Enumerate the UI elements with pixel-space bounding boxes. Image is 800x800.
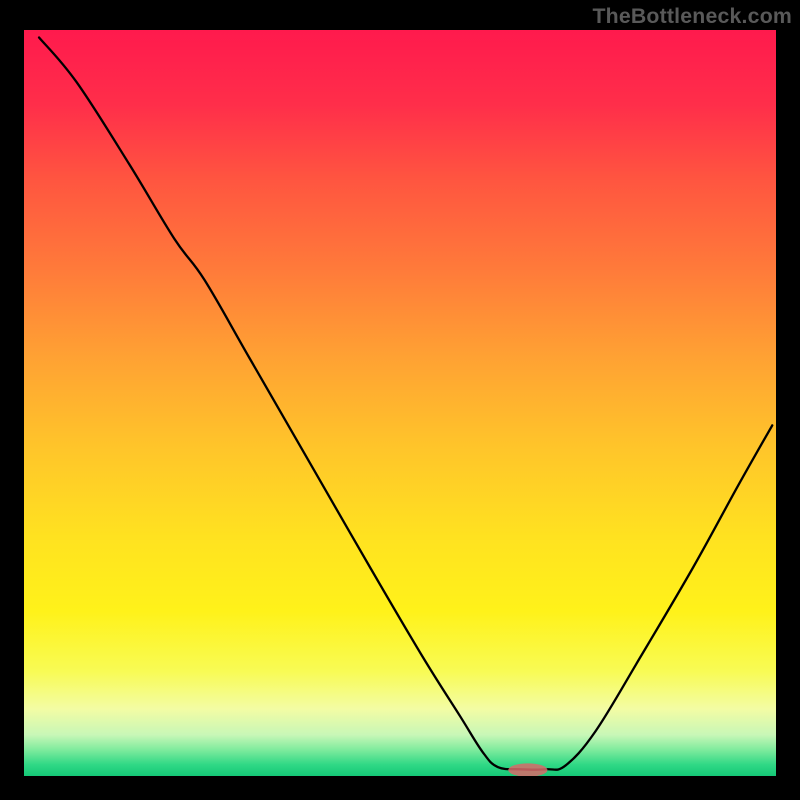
gradient-background <box>24 30 776 776</box>
chart-frame: TheBottleneck.com <box>0 0 800 800</box>
bottleneck-curve-chart <box>24 30 776 776</box>
watermark-text: TheBottleneck.com <box>592 4 792 29</box>
plot-area <box>24 30 776 776</box>
